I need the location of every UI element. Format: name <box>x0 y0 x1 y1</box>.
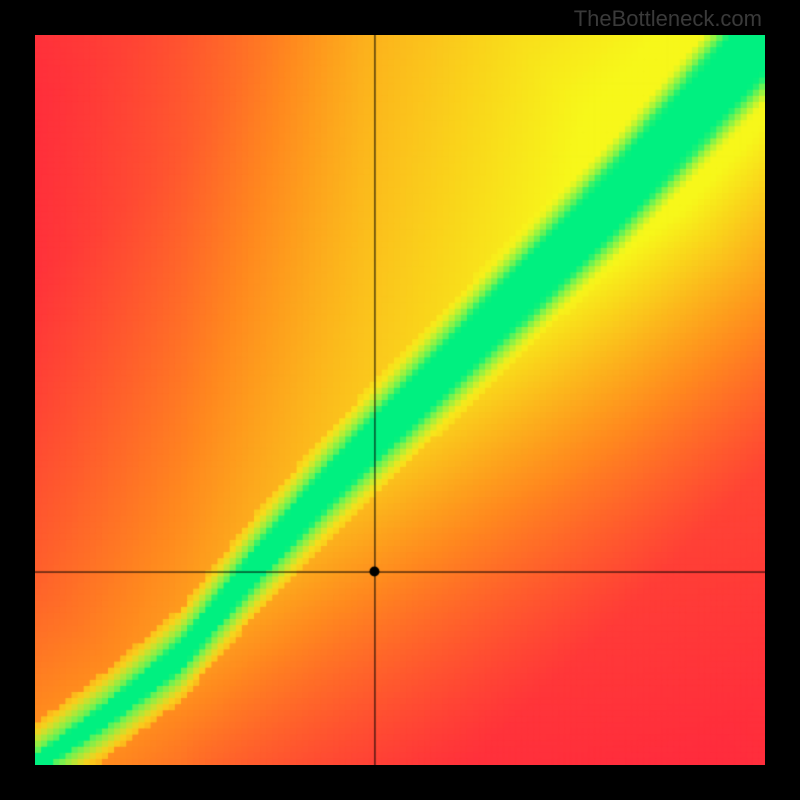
chart-container: TheBottleneck.com <box>0 0 800 800</box>
bottleneck-heatmap <box>35 35 765 765</box>
watermark-text: TheBottleneck.com <box>574 6 762 32</box>
